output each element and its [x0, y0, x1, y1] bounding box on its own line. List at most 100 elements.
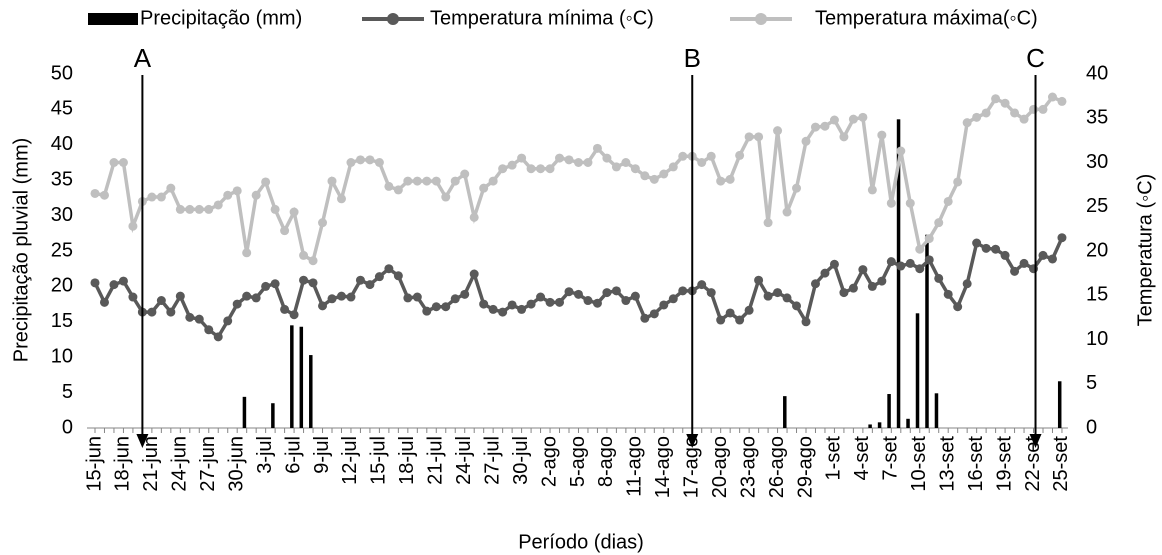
- marker: [744, 305, 754, 315]
- marker: [1000, 250, 1010, 260]
- y2-tick-label: 10: [1086, 328, 1108, 350]
- x-tick-label: 16-set: [965, 436, 987, 492]
- y-tick-label: 30: [51, 204, 73, 226]
- marker: [602, 153, 612, 163]
- marker: [280, 226, 290, 236]
- legend-label: Temperatura máxima(◦C): [815, 7, 1038, 29]
- marker: [820, 121, 830, 131]
- marker: [962, 279, 972, 289]
- y-tick-label: 50: [51, 62, 73, 84]
- y2-tick-label: 40: [1086, 62, 1108, 84]
- marker: [536, 292, 546, 302]
- marker: [223, 316, 233, 326]
- bar: [896, 119, 901, 428]
- marker: [109, 158, 119, 167]
- marker: [649, 309, 659, 319]
- y2-axis-title: Temperatura (◦C): [1134, 174, 1156, 327]
- marker: [545, 164, 555, 174]
- marker: [810, 122, 820, 132]
- marker: [934, 273, 944, 283]
- marker: [441, 192, 451, 202]
- marker: [697, 158, 707, 167]
- marker: [99, 297, 109, 307]
- bar: [906, 418, 910, 428]
- x-tick-label: 3-jul: [254, 436, 276, 474]
- line: [94, 94, 1063, 264]
- marker: [450, 176, 460, 186]
- bar: [887, 394, 891, 428]
- x-tick-label: 10-set: [908, 436, 930, 492]
- y-tick-label: 40: [51, 133, 73, 155]
- x-tick-label: 22-set: [1022, 436, 1044, 492]
- marker: [422, 306, 432, 316]
- marker: [488, 176, 498, 186]
- marker: [763, 218, 773, 228]
- marker: [953, 177, 963, 187]
- marker: [839, 288, 849, 298]
- marker: [204, 325, 214, 335]
- legend-marker: [387, 13, 399, 25]
- marker: [251, 190, 261, 200]
- marker: [801, 136, 811, 146]
- marker: [498, 164, 508, 174]
- marker: [99, 190, 109, 200]
- marker: [792, 183, 802, 193]
- x-tick-label: 15-jun: [83, 436, 105, 492]
- marker: [858, 112, 868, 122]
- marker: [886, 198, 896, 208]
- marker: [232, 186, 242, 196]
- marker: [981, 243, 991, 253]
- marker: [754, 132, 764, 142]
- marker: [972, 238, 982, 248]
- x-tick-label: 26-ago: [766, 436, 788, 498]
- x-tick-label: 19-set: [993, 436, 1015, 492]
- marker: [640, 171, 650, 181]
- marker: [507, 300, 517, 310]
- marker: [1000, 98, 1010, 108]
- marker: [877, 130, 887, 140]
- x-tick-label: 6-jul: [282, 436, 304, 474]
- marker: [147, 307, 157, 317]
- marker: [564, 155, 574, 165]
- x-tick-label: 18-jul: [396, 436, 418, 485]
- marker: [886, 257, 896, 267]
- arrow-head: [136, 434, 149, 448]
- marker: [289, 310, 299, 320]
- y-tick-label: 0: [62, 416, 73, 438]
- marker: [697, 280, 707, 290]
- marker: [431, 302, 441, 312]
- marker: [905, 258, 915, 268]
- marker: [573, 158, 583, 167]
- marker: [261, 281, 271, 291]
- x-tick-label: 24-jun: [169, 436, 191, 492]
- y-tick-label: 5: [62, 381, 73, 403]
- marker: [156, 192, 166, 202]
- marker: [175, 291, 185, 301]
- marker: [943, 289, 953, 299]
- marker: [431, 176, 441, 186]
- marker: [318, 301, 328, 311]
- marker: [403, 293, 413, 303]
- x-tick-label: 5-ago: [567, 436, 589, 487]
- marker: [773, 288, 783, 298]
- x-tick-label: 25-set: [1050, 436, 1072, 492]
- bar: [915, 313, 920, 428]
- marker: [810, 279, 820, 289]
- marker: [706, 288, 716, 298]
- y2-tick-label: 5: [1086, 372, 1097, 394]
- marker: [327, 176, 337, 186]
- marker: [829, 259, 839, 269]
- marker: [924, 255, 934, 265]
- marker: [659, 169, 669, 179]
- x-tick-label: 1-set: [823, 436, 845, 481]
- marker: [1029, 104, 1039, 114]
- marker: [621, 158, 631, 167]
- marker: [346, 158, 356, 167]
- marker: [564, 287, 574, 297]
- marker: [242, 248, 252, 258]
- marker: [867, 281, 877, 291]
- marker: [545, 297, 555, 307]
- marker: [744, 132, 754, 142]
- marker: [128, 221, 138, 231]
